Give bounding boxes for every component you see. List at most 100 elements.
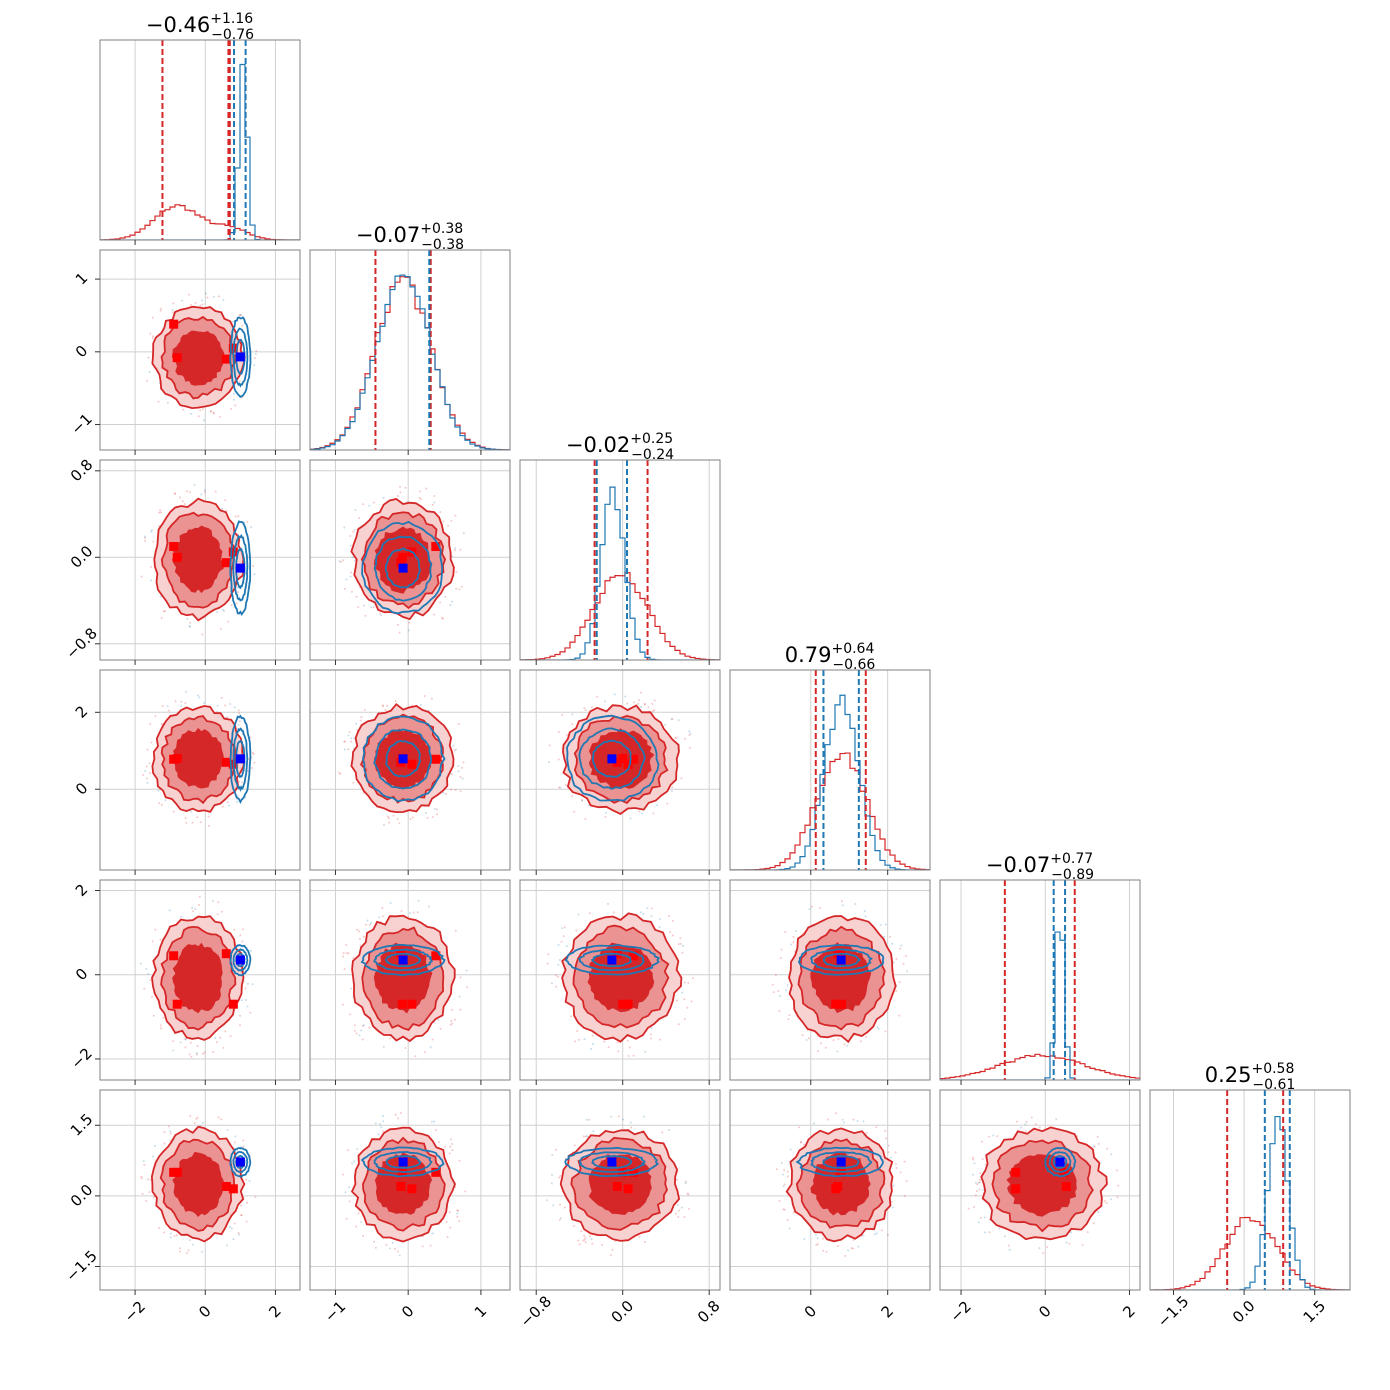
scatter-point [181, 500, 184, 503]
scatter-point [1008, 1248, 1011, 1251]
contour-blue-2 [590, 952, 633, 968]
scatter-point [191, 906, 194, 909]
scatter-point [142, 1160, 145, 1163]
scatter-point [364, 614, 367, 617]
scatter-point [784, 989, 787, 992]
scatter-point [342, 1173, 345, 1176]
panel-frame [519, 669, 721, 871]
scatter-point [449, 604, 452, 607]
contour-blue-0 [566, 714, 660, 802]
scatter-point [639, 691, 642, 694]
scatter-point [185, 1038, 188, 1041]
scatter-point [1086, 1231, 1089, 1234]
scatter-point [903, 1195, 906, 1198]
marker-red [612, 1181, 622, 1191]
scatter-point [857, 1245, 860, 1248]
scatter-point [348, 730, 351, 733]
scatter-point [779, 957, 782, 960]
scatter-point [233, 1222, 236, 1225]
panel-frame [99, 459, 301, 661]
scatter-point [788, 1014, 791, 1017]
scatter-point [668, 1129, 671, 1132]
scatter-point [379, 1123, 382, 1126]
panel-5-0 [95, 1089, 301, 1295]
scatter-point [149, 332, 152, 335]
marker-red [221, 949, 231, 959]
scatter-point [1081, 1243, 1084, 1246]
y-tick-label: 1.5 [67, 1110, 97, 1140]
marker-blue [836, 955, 846, 965]
panel-content [341, 899, 469, 1058]
marker-red [629, 951, 639, 961]
panel-0-0: −0.46+1.16 −0.76 [99, 11, 301, 245]
x-tick-label: 0 [801, 1302, 820, 1321]
scatter-point [801, 1034, 804, 1037]
scatter-point [557, 943, 560, 946]
scatter-point [343, 740, 346, 743]
scatter-point [451, 1143, 454, 1146]
scatter-point [374, 1122, 377, 1125]
scatter-point [450, 519, 453, 522]
scatter-point [439, 601, 442, 604]
marker-blue [235, 352, 245, 362]
scatter-point [253, 761, 256, 764]
scatter-point [558, 786, 561, 789]
scatter-point [454, 514, 457, 517]
marker-red [172, 1167, 182, 1177]
marker-blue [235, 1157, 245, 1167]
scatter-point [237, 709, 240, 712]
scatter-point [359, 944, 362, 947]
scatter-point [143, 536, 146, 539]
scatter-point [197, 694, 200, 697]
scatter-point [397, 1250, 400, 1253]
scatter-point [669, 931, 672, 934]
panel-frame [309, 669, 511, 871]
scatter-point [342, 952, 345, 955]
marker-red [397, 999, 407, 1009]
scatter-point [359, 719, 362, 722]
scatter-point [355, 722, 358, 725]
scatter-point [578, 1038, 581, 1041]
scatter-point [979, 1172, 982, 1175]
scatter-point [689, 732, 692, 735]
scatter-point [169, 1236, 172, 1239]
contour-blue-2 [591, 1154, 632, 1169]
scatter-point [581, 799, 584, 802]
scatter-point [642, 1115, 645, 1118]
scatter-point [458, 588, 461, 591]
x-tick-label: −0.8 [517, 1292, 555, 1330]
panel-content [338, 694, 465, 826]
scatter-point [658, 1038, 661, 1041]
scatter-point [687, 981, 690, 984]
scatter-point [250, 526, 253, 529]
scatter-point [884, 923, 887, 926]
scatter-point [617, 1115, 620, 1118]
scatter-point [391, 1241, 394, 1244]
scatter-point [1007, 1244, 1010, 1247]
scatter-point [199, 304, 202, 307]
scatter-point [195, 1052, 198, 1055]
scatter-point [450, 788, 453, 791]
scatter-point [684, 1182, 687, 1185]
scatter-point [378, 916, 381, 919]
contour-blue-1 [232, 327, 249, 388]
scatter-point [811, 905, 814, 908]
x-tick-label: −1.5 [1154, 1292, 1192, 1330]
scatter-point [151, 529, 154, 532]
scatter-point [864, 915, 867, 918]
panel-frame [939, 879, 1141, 1081]
scatter-point [1116, 1169, 1119, 1172]
panel-frame [729, 879, 931, 1081]
marker-red [1061, 1181, 1071, 1191]
scatter-point [626, 1039, 629, 1042]
scatter-point [670, 718, 673, 721]
scatter-point [559, 1216, 562, 1219]
scatter-point [159, 309, 162, 312]
scatter-point [245, 1178, 248, 1181]
scatter-point [241, 940, 244, 943]
scatter-point [217, 1116, 220, 1119]
marker-blue [607, 955, 617, 965]
scatter-point [362, 935, 365, 938]
scatter-point [883, 935, 886, 938]
scatter-point [184, 1038, 187, 1041]
